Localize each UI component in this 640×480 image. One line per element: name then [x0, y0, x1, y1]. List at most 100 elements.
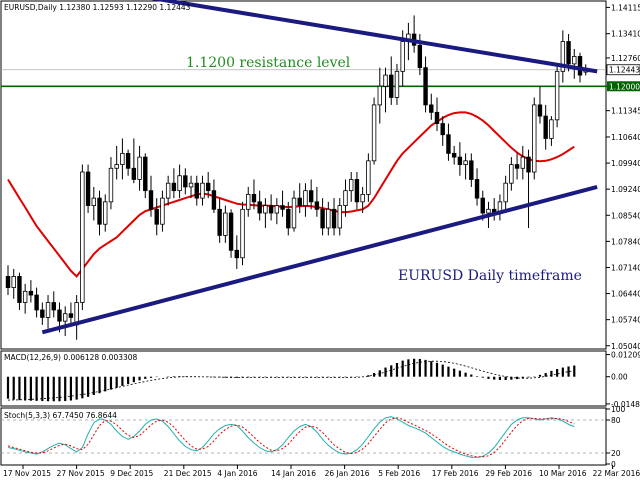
candle: [22, 283, 28, 314]
candle-body: [434, 111, 440, 124]
time-axis-label: 22 Mar 2016: [593, 469, 640, 478]
candle-body: [120, 152, 125, 165]
candle-body: [509, 164, 514, 184]
time-axis-label: 21 Dec 2015: [164, 469, 212, 478]
candle: [291, 190, 297, 232]
candle-body: [326, 208, 331, 229]
time-axis-label: 9 Dec 2015: [110, 469, 153, 478]
candle: [314, 186, 320, 217]
moving-average-line: [7, 111, 575, 278]
candle: [348, 172, 354, 202]
candle: [68, 302, 74, 325]
candle: [51, 291, 56, 318]
candle: [5, 265, 11, 296]
stoch-axis-label: 20: [611, 449, 621, 458]
candle: [457, 142, 463, 176]
candle-body: [131, 167, 137, 180]
current-price-label: 1.12443: [609, 66, 640, 75]
candle-body: [234, 249, 239, 259]
candle: [257, 190, 262, 221]
candle-body: [63, 313, 68, 322]
candle: [137, 145, 142, 191]
stoch-panel: [0, 407, 607, 466]
candle-body: [17, 276, 22, 303]
candle: [434, 97, 440, 132]
candle: [354, 172, 360, 210]
candle: [286, 201, 291, 236]
price-axis-label: 1.11345: [611, 107, 640, 116]
candle-body: [108, 167, 114, 203]
stoch-axis-label: 80: [611, 416, 621, 425]
candle-body: [429, 104, 434, 113]
candle-body: [246, 193, 251, 210]
price-axis-label: 1.05740: [611, 316, 640, 325]
candle-body: [389, 74, 394, 98]
candle: [543, 104, 548, 150]
candle-body: [354, 179, 360, 203]
candle-body: [274, 205, 280, 214]
price-panel: [0, 0, 607, 350]
candle-body: [217, 208, 222, 236]
price-axis-label: 1.12760: [611, 54, 640, 63]
candle: [183, 168, 188, 195]
stoch-axis-label: 100: [611, 405, 626, 414]
current-price-tag: [606, 64, 640, 76]
candle-body: [143, 156, 148, 192]
candle-body: [45, 302, 51, 318]
candle-body: [11, 276, 16, 288]
candle-body: [257, 201, 262, 214]
macd-signal-line: [7, 360, 575, 401]
price-axis-label: 1.07140: [611, 263, 640, 272]
candle: [572, 48, 577, 79]
candle-body: [240, 208, 245, 259]
candle: [125, 149, 131, 176]
candle-body: [228, 212, 234, 251]
candle: [463, 153, 468, 180]
candle-body: [560, 41, 566, 72]
candle: [263, 198, 268, 228]
price-axis-label: 1.10640: [611, 133, 640, 142]
candle: [509, 157, 514, 191]
candle: [91, 186, 96, 221]
resistance-price-tag: [607, 81, 640, 92]
candle-body: [183, 175, 188, 188]
candle: [331, 198, 337, 236]
candle-body: [211, 190, 217, 210]
candle-body: [205, 182, 211, 192]
resistance-annotation: 1.1200 resistance level: [186, 55, 351, 71]
time-axis-label: 26 Jan 2016: [325, 469, 370, 478]
candle-body: [337, 205, 342, 229]
candle: [223, 205, 228, 243]
time-axis-label: 29 Feb 2016: [485, 469, 532, 478]
candle: [200, 175, 205, 206]
candle: [520, 145, 525, 180]
candle: [28, 280, 34, 303]
price-axis-label: 1.13410: [611, 30, 640, 39]
candle-body: [57, 309, 62, 322]
trendline-lower: [41, 184, 598, 335]
candle-body: [423, 67, 428, 106]
candle: [268, 194, 274, 221]
stoch-signal-line: [7, 417, 575, 458]
candle-body: [160, 197, 165, 225]
candle: [549, 116, 554, 146]
candle-body: [268, 205, 274, 214]
price-axis-label: 1.06440: [611, 290, 640, 299]
candle-body: [148, 190, 154, 210]
time-axis-label: 5 Feb 2016: [378, 469, 420, 478]
candle: [560, 30, 566, 83]
candle: [97, 190, 102, 236]
candle-body: [371, 104, 377, 162]
candle-body: [320, 208, 325, 229]
candle-body: [137, 156, 142, 180]
candle-body: [68, 313, 74, 318]
candle: [451, 145, 457, 165]
price-axis-label: 1.09940: [611, 159, 640, 168]
candle-body: [91, 197, 96, 206]
candle-body: [543, 115, 548, 139]
macd-axis-label: -0.014865: [611, 400, 640, 409]
candle-body: [526, 156, 531, 173]
candle: [11, 268, 16, 299]
candle: [320, 198, 325, 236]
candle-body: [572, 56, 577, 65]
